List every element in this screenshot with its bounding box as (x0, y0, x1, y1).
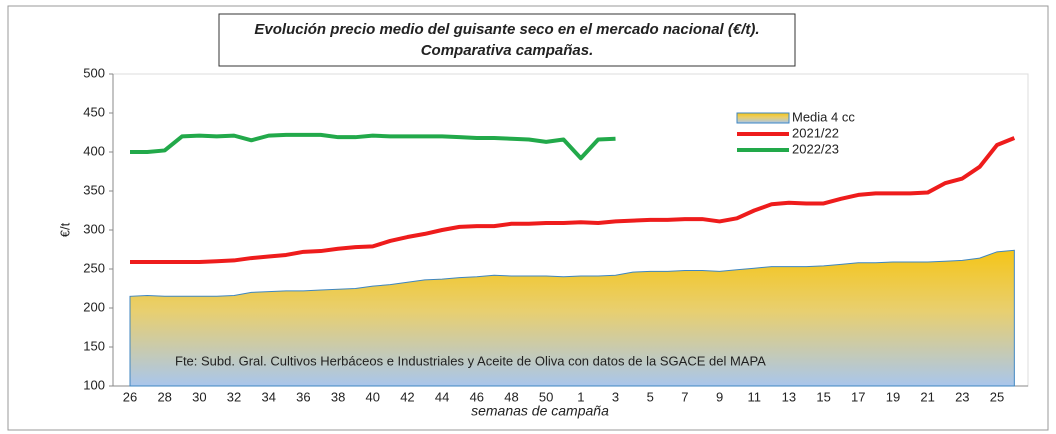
y-tick-label: 250 (83, 260, 105, 275)
line (130, 136, 1016, 264)
x-tick-label: 48 (504, 389, 518, 404)
x-tick-label: 42 (400, 389, 414, 404)
x-tick-label: 21 (920, 389, 934, 404)
x-tick-label: 40 (366, 389, 380, 404)
x-tick-label: 23 (955, 389, 969, 404)
y-axis-label: €/t (57, 222, 72, 237)
x-tick-label: 17 (851, 389, 865, 404)
y-tick-label: 350 (83, 182, 105, 197)
title-box (218, 13, 796, 67)
legend-label: 2021/22 (792, 125, 839, 140)
x-tick-label: 26 (123, 389, 137, 404)
y-tick-label: 500 (83, 65, 105, 80)
x-tick-label: 32 (227, 389, 241, 404)
x-tick-label: 1 (577, 389, 584, 404)
y-tick-label: 150 (83, 338, 105, 353)
annotation: Fte: Subd. Gral. Cultivos Herbáceos e In… (175, 353, 766, 368)
area (129, 249, 1015, 387)
chart-frame (7, 5, 1049, 431)
x-tick-label: 36 (296, 389, 310, 404)
y-tick-label: 200 (83, 299, 105, 314)
x-tick-label: 38 (331, 389, 345, 404)
legend-label: 2022/23 (792, 141, 839, 156)
x-tick-label: 30 (192, 389, 206, 404)
line (130, 132, 616, 161)
x-tick-label: 28 (157, 389, 171, 404)
x-tick-label: 7 (681, 389, 688, 404)
x-tick-label: 5 (647, 389, 654, 404)
y-tick-label: 400 (83, 143, 105, 158)
x-tick-label: 50 (539, 389, 553, 404)
x-axis-label: semanas de campaña (471, 403, 609, 419)
chart-title: Comparativa campañas. (421, 42, 594, 59)
y-tick-label: 300 (83, 221, 105, 236)
y-tick-label: 450 (83, 104, 105, 119)
x-tick-label: 15 (816, 389, 830, 404)
legend-swatch (736, 112, 790, 124)
x-tick-label: 11 (747, 389, 761, 404)
x-tick-label: 25 (990, 389, 1004, 404)
legend-label: Media 4 cc (792, 109, 855, 124)
x-tick-label: 9 (716, 389, 723, 404)
chart-title: Evolución precio medio del guisante seco… (254, 21, 759, 38)
x-tick-label: 19 (886, 389, 900, 404)
x-tick-label: 13 (782, 389, 796, 404)
x-tick-label: 44 (435, 389, 449, 404)
x-tick-label: 46 (470, 389, 484, 404)
y-tick-label: 100 (83, 377, 105, 392)
x-tick-label: 3 (612, 389, 619, 404)
x-tick-label: 34 (261, 389, 275, 404)
